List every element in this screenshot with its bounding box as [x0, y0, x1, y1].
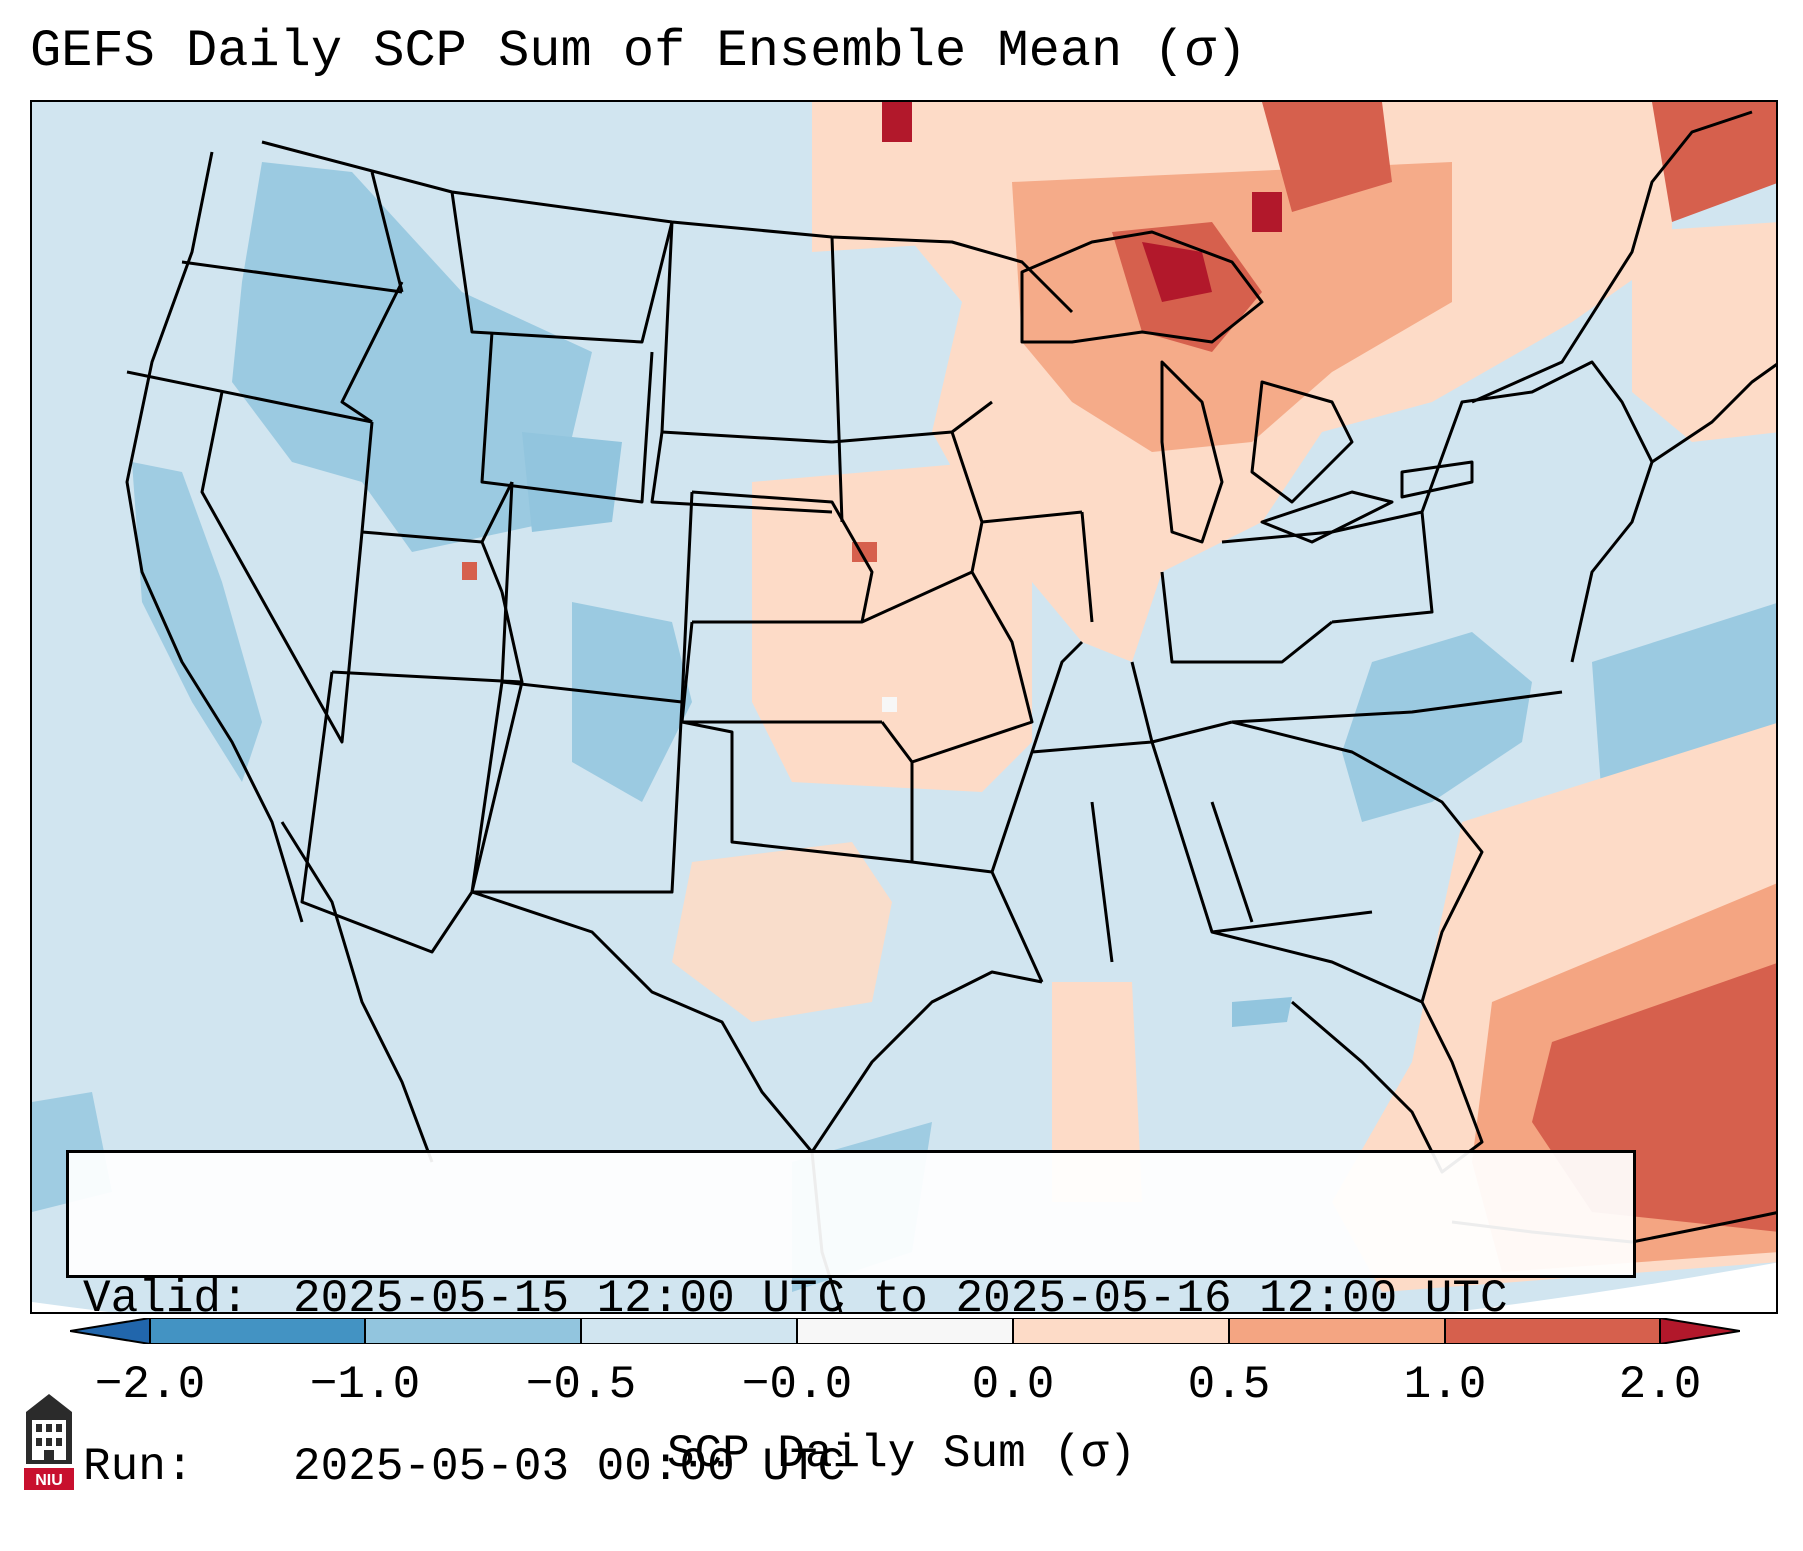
patch-texas	[672, 842, 892, 1022]
patch-gulf-central	[1052, 982, 1142, 1202]
wyoming-border	[480, 331, 654, 504]
patch-superior-max	[1142, 242, 1212, 302]
baja-california	[280, 821, 434, 1163]
patch-idaho-nevada	[232, 162, 592, 552]
colorbar-bin-1	[150, 1318, 365, 1344]
colorbar-label: SCP Daily Sum (σ)	[666, 1428, 1137, 1480]
dakota-border	[650, 221, 844, 523]
colorbar-bin-4	[797, 1318, 1013, 1344]
southeast-states	[911, 640, 1373, 983]
carolinas	[1231, 720, 1484, 1003]
run-value: 2025-05-03 00:00 UTC	[293, 1441, 846, 1493]
patch-maritime	[1652, 102, 1776, 222]
colorbar-tick-label: −2.0	[94, 1359, 206, 1411]
niu-logo-icon: NIU	[24, 1394, 74, 1490]
valid-value: 2025-05-15 12:00 UTC to 2025-05-16 12:00…	[293, 1273, 1508, 1325]
patch-ontario-max	[1252, 192, 1282, 232]
map-title: GEFS Daily SCP Sum of Ensemble Mean (σ)	[30, 22, 1247, 81]
texas-gulf	[471, 890, 1043, 1154]
scp-field-map	[32, 102, 1776, 1312]
colorbar	[70, 1318, 1740, 1344]
quebec-coast	[1471, 110, 1753, 404]
patch-quebec	[1262, 102, 1392, 212]
colorbar-tick-label: 0.0	[971, 1359, 1055, 1411]
lake-ontario	[1400, 460, 1474, 499]
patch-colorado	[572, 602, 692, 802]
niu-logo-text: NIU	[35, 1472, 63, 1489]
colorbar-tick-label: −1.0	[309, 1359, 421, 1411]
lake-huron	[1250, 380, 1354, 504]
maritime-coast	[1651, 360, 1776, 464]
colorado-border	[500, 481, 694, 704]
patch-dakota-max	[882, 102, 912, 142]
wa-or-border	[181, 260, 403, 294]
run-row: Run: 2025-05-03 00:00 UTC	[83, 1439, 1619, 1495]
lake-erie	[1260, 490, 1394, 544]
idaho-border	[340, 171, 404, 424]
or-ca-border	[126, 370, 373, 424]
state-borders	[125, 110, 1776, 1312]
northeast-states	[1420, 360, 1654, 663]
patch-northeast	[1632, 222, 1776, 442]
valid-row: Valid: 2025-05-15 12:00 UTC to 2025-05-1…	[83, 1271, 1619, 1327]
oklahoma-texas	[681, 720, 914, 864]
pacific-coast	[125, 151, 304, 923]
colorbar-tick-label: 1.0	[1403, 1359, 1487, 1411]
lake-superior	[1020, 230, 1264, 344]
lake-michigan	[1160, 360, 1224, 544]
patch-gulf-small	[1232, 997, 1292, 1027]
colorbar-tick-label: −0.0	[741, 1359, 853, 1411]
colorbar-bin-7	[1445, 1318, 1660, 1344]
florida-outline	[1211, 930, 1484, 1174]
colorbar-bin-5	[1013, 1318, 1229, 1344]
patch-utah-dot	[462, 562, 477, 580]
map-panel[interactable]	[30, 100, 1778, 1314]
valid-key: Valid:	[83, 1273, 249, 1325]
colorbar-bin-3	[581, 1318, 797, 1344]
validity-info-box: Valid: 2025-05-15 12:00 UTC to 2025-05-1…	[66, 1150, 1636, 1493]
patch-kansas-white	[882, 697, 897, 712]
patch-california	[132, 462, 262, 782]
run-key: Run:	[83, 1441, 194, 1493]
colorbar-bin-2	[365, 1318, 581, 1344]
patch-plains	[752, 462, 1032, 792]
new-mexico-border	[470, 681, 684, 894]
colorbar-ticks	[149, 1318, 1661, 1344]
colorbar-extend-low	[70, 1318, 151, 1344]
patch-dakota	[812, 102, 972, 252]
colorbar-bin-6	[1229, 1318, 1445, 1344]
patch-wyoming	[522, 432, 622, 532]
montana-border	[450, 191, 674, 344]
central-states	[831, 400, 1083, 764]
colorbar-tick-label: 2.0	[1618, 1359, 1702, 1411]
colorbar-tick-label: 0.5	[1187, 1359, 1271, 1411]
nevada-border	[200, 391, 374, 744]
colorbar-tick-label: −0.5	[525, 1359, 637, 1411]
alabama-georgia	[1090, 690, 1563, 963]
colorbar-extend-high	[1659, 1318, 1740, 1344]
arizona-border	[300, 671, 524, 954]
